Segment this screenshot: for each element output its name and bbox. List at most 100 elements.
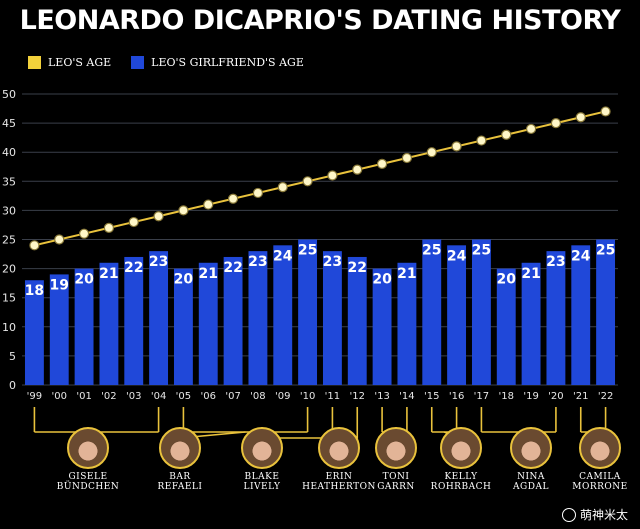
bar: [447, 245, 467, 385]
bar-value-label: 21: [521, 266, 540, 282]
legend-swatch-leo-age: [28, 56, 41, 69]
bar: [173, 268, 193, 385]
bar: [521, 262, 541, 385]
leo-age-point: [302, 176, 313, 187]
y-tick-label: 30: [2, 204, 16, 217]
leo-age-point: [327, 170, 338, 181]
bar: [223, 256, 243, 385]
bar-value-label: 23: [546, 254, 565, 270]
y-tick-label: 50: [2, 88, 16, 101]
x-tick-label: '12: [350, 391, 365, 402]
x-tick-label: '11: [325, 391, 340, 402]
leo-age-point: [227, 193, 239, 204]
y-tick-label: 20: [2, 263, 16, 276]
y-tick-label: 15: [2, 292, 16, 305]
x-tick-label: '19: [523, 391, 538, 402]
dating-history-chart: 0 5 10 15 20 25 30 35 40 45 50 18 '99 19 '00 20 '01 21 '02…: [2, 88, 618, 440]
legend: LEO'S AGE LEO'S GIRLFRIEND'S AGE: [28, 56, 324, 69]
y-tick-label: 45: [2, 117, 16, 130]
bar-value-label: 20: [74, 272, 94, 288]
y-tick-label: 5: [9, 350, 16, 363]
watermark-text: 萌神米太: [579, 508, 628, 522]
bar: [198, 262, 218, 385]
bar-value-label: 22: [223, 260, 242, 276]
bar-value-label: 22: [124, 260, 143, 276]
y-tick-label: 25: [2, 234, 16, 247]
leo-age-point: [128, 216, 139, 228]
bracket-line: [393, 427, 397, 439]
bar: [422, 239, 442, 385]
legend-item-leo-age: LEO'S AGE: [28, 56, 111, 69]
watermark-icon: [561, 507, 576, 522]
bar-value-label: 21: [397, 266, 416, 282]
leo-age-point: [252, 187, 264, 199]
bar: [24, 280, 44, 385]
bracket-line: [338, 407, 359, 439]
x-tick-label: '01: [76, 391, 91, 402]
bar-value-label: 24: [273, 248, 293, 264]
leo-age-point: [550, 117, 562, 129]
leo-age-point: [153, 211, 164, 222]
x-tick-label: '04: [151, 391, 166, 402]
y-tick-label: 0: [9, 379, 16, 392]
x-tick-label: '07: [225, 391, 240, 402]
bar-value-label: 21: [199, 266, 218, 282]
leo-age-point: [600, 106, 611, 117]
leo-age-point: [54, 234, 65, 245]
y-tick-label: 10: [2, 321, 16, 334]
y-tick-label: 35: [2, 175, 16, 188]
bar-value-label: 20: [174, 272, 194, 288]
leo-age-point: [501, 129, 512, 140]
bar: [372, 268, 392, 385]
bar: [49, 274, 69, 385]
bar-value-label: 18: [25, 283, 44, 299]
x-tick-label: '05: [176, 391, 191, 402]
bar: [397, 262, 417, 385]
bar: [124, 256, 144, 385]
leo-age-point: [426, 147, 437, 158]
bracket-line: [261, 407, 334, 439]
leo-age-point: [203, 199, 214, 210]
bar-value-label: 24: [571, 248, 591, 264]
leo-age-point: [451, 141, 462, 152]
bar-value-label: 19: [50, 277, 69, 293]
x-tick-label: '14: [399, 391, 414, 402]
bar-value-label: 23: [149, 254, 168, 270]
bar: [471, 239, 491, 385]
bar: [596, 239, 616, 385]
x-tick-label: '16: [449, 391, 464, 402]
bar: [496, 268, 516, 385]
bar: [149, 251, 169, 385]
bar-value-label: 21: [99, 266, 118, 282]
bar-value-label: 23: [323, 254, 342, 270]
leo-age-point: [401, 152, 413, 164]
x-tick-label: '03: [126, 391, 141, 402]
legend-item-girlfriend-age: LEO'S GIRLFRIEND'S AGE: [131, 56, 304, 69]
leo-age-point: [376, 158, 388, 169]
leo-age-point: [525, 123, 537, 135]
bar-value-label: 25: [298, 243, 317, 259]
leo-age-point: [476, 135, 487, 146]
leo-age-line: [34, 110, 606, 247]
bar-value-label: 25: [596, 243, 615, 259]
x-tick-label: '18: [499, 391, 514, 402]
x-tick-label: '17: [474, 391, 489, 402]
chart-title: LEONARDO DICAPRIO'S DATING HISTORY: [19, 5, 621, 36]
x-tick-label: '10: [300, 391, 315, 402]
x-tick-label: '99: [27, 391, 42, 402]
legend-swatch-girlfriend-age: [131, 56, 145, 69]
legend-label-leo-age: LEO'S AGE: [48, 56, 112, 69]
bar: [74, 268, 94, 385]
x-tick-label: '02: [101, 391, 116, 402]
leo-age-point: [103, 222, 115, 233]
bar-value-label: 20: [372, 272, 392, 288]
x-tick-label: '09: [275, 391, 290, 402]
leo-age-point: [352, 164, 363, 175]
bar: [273, 245, 293, 385]
bar: [99, 262, 119, 385]
bar-value-label: 25: [422, 243, 441, 259]
bar-value-label: 25: [472, 243, 491, 259]
x-tick-label: '22: [598, 391, 613, 402]
x-tick-label: '20: [548, 391, 563, 402]
x-tick-label: '06: [201, 391, 216, 402]
